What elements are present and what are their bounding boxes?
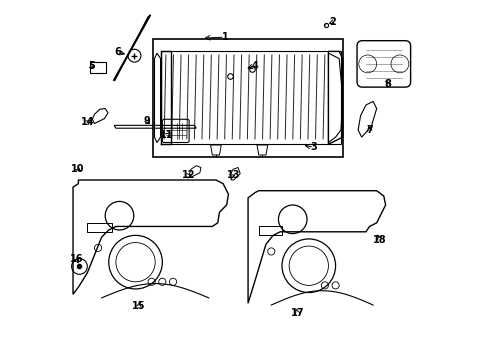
Text: 11: 11 xyxy=(160,130,173,140)
Bar xyxy=(87,223,112,232)
Text: 2: 2 xyxy=(329,17,335,27)
Text: 5: 5 xyxy=(88,61,95,71)
Text: 13: 13 xyxy=(226,170,240,180)
Bar xyxy=(153,39,342,157)
Text: 3: 3 xyxy=(310,142,317,152)
Text: 14: 14 xyxy=(81,117,95,127)
Text: 12: 12 xyxy=(182,170,196,180)
Text: 1: 1 xyxy=(221,32,228,42)
Text: 16: 16 xyxy=(70,253,83,264)
Text: 17: 17 xyxy=(290,308,304,318)
Bar xyxy=(90,62,106,73)
Text: 9: 9 xyxy=(143,116,150,126)
Text: 7: 7 xyxy=(366,125,372,135)
Bar xyxy=(258,226,282,235)
Text: 4: 4 xyxy=(251,61,258,71)
Text: 18: 18 xyxy=(373,235,386,245)
Text: 6: 6 xyxy=(114,47,121,57)
Text: 8: 8 xyxy=(383,78,390,89)
Text: 10: 10 xyxy=(71,163,84,174)
Text: 15: 15 xyxy=(132,301,145,311)
